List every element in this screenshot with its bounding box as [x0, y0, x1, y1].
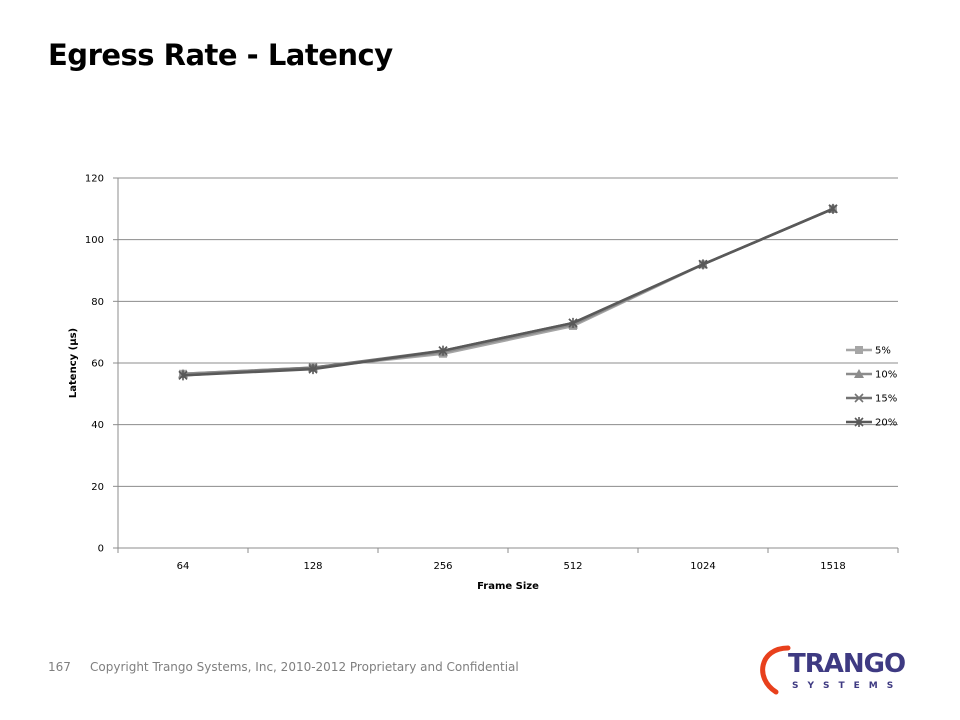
logo-arc-icon [760, 645, 791, 695]
x-tick-label: 64 [177, 561, 190, 572]
series-line [182, 207, 834, 377]
x-axis-title: Frame Size [477, 581, 539, 592]
data-point [178, 370, 188, 381]
series-3 [178, 204, 838, 380]
y-tick-label: 80 [91, 297, 104, 308]
y-tick-label: 0 [98, 544, 104, 555]
legend-marker [854, 417, 864, 427]
y-tick-label: 120 [85, 174, 104, 185]
x-tick-label: 1024 [690, 561, 715, 572]
series-line [182, 207, 834, 376]
page-number: 167 [48, 660, 71, 674]
trango-logo: TRANGO SYSTEMS [748, 640, 918, 700]
y-tick-label: 40 [91, 420, 104, 431]
legend-item: 10% [846, 369, 897, 381]
legend-label: 15% [875, 394, 897, 405]
logo-subtitle: SYSTEMS [792, 681, 903, 691]
y-tick-label: 100 [85, 235, 104, 246]
y-tick-label: 60 [91, 359, 104, 370]
series-2 [178, 203, 838, 378]
series-4 [178, 203, 838, 381]
y-axis-title: Latency (µs) [68, 328, 79, 398]
y-tick-label: 20 [91, 482, 104, 493]
series-line [182, 207, 834, 376]
x-tick-label: 256 [433, 561, 452, 572]
x-tick-label: 128 [303, 561, 322, 572]
legend-item: 15% [846, 393, 897, 405]
legend-item: 20% [846, 417, 897, 429]
legend-marker [855, 346, 863, 354]
data-point [308, 364, 318, 375]
data-point [438, 345, 448, 356]
data-point [828, 203, 838, 214]
series-line [182, 207, 834, 377]
legend-marker [854, 369, 864, 378]
x-tick-label: 1518 [820, 561, 845, 572]
legend-label: 10% [875, 370, 897, 381]
legend-label: 20% [875, 418, 897, 429]
chart-gridlines [118, 177, 898, 487]
logo-wordmark: TRANGO [788, 649, 906, 679]
data-point [568, 317, 578, 328]
slide-title: Egress Rate - Latency [48, 38, 393, 72]
legend-marker [854, 393, 864, 403]
latency-line-chart: 0 20 40 60 80 100 120 64 128 256 512 1024 1518 Frame … [68, 174, 899, 592]
chart-axes: 0 20 40 60 80 100 120 64 128 256 512 1024 1518 Frame … [68, 174, 899, 592]
data-point [698, 259, 708, 270]
series-1 [179, 204, 837, 378]
chart-legend: 5% 10% 15% 20% [846, 346, 897, 429]
chart-series [178, 203, 838, 381]
legend-label: 5% [875, 346, 891, 357]
x-tick-label: 512 [563, 561, 582, 572]
copyright-text: Copyright Trango Systems, Inc, 2010-2012… [90, 660, 519, 674]
legend-item: 5% [846, 346, 891, 357]
